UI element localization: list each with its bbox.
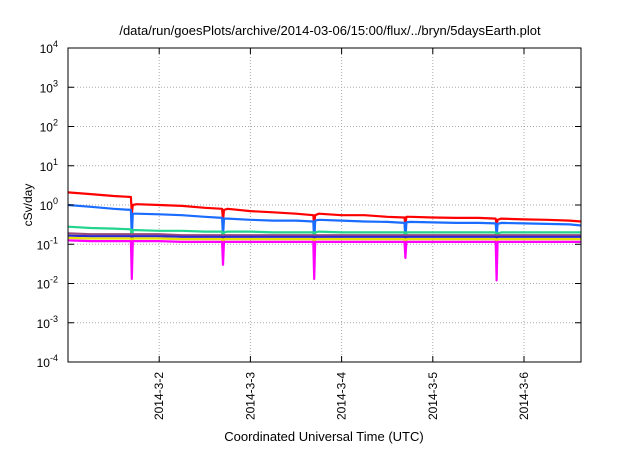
y-tick-label: 10-2	[37, 275, 58, 292]
series-group	[67, 191, 582, 282]
x-tick-label: 2014-3-6	[517, 372, 531, 420]
y-tick-label: 101	[40, 157, 58, 174]
y-tick-label: 100	[40, 196, 58, 213]
y-tick-label: 10-4	[37, 353, 58, 370]
y-tick-label: 103	[40, 78, 58, 95]
chart-title: /data/run/goesPlots/archive/2014-03-06/1…	[119, 23, 541, 38]
series-line-magenta	[67, 239, 581, 282]
y-tick-label: 10-3	[37, 314, 58, 331]
y-tick-label: 10-1	[37, 235, 58, 252]
x-axis: 2014-3-2 2014-3-3 2014-3-4 2014-3-5 2014-3-6	[152, 48, 531, 420]
y-tick-label: 102	[40, 118, 58, 135]
y-axis-label: cSv/day	[21, 184, 35, 227]
x-tick-label: 2014-3-5	[426, 372, 440, 420]
x-tick-label: 2014-3-3	[243, 372, 257, 420]
y-tick-label: 104	[40, 39, 58, 56]
x-axis-label: Coordinated Universal Time (UTC)	[224, 429, 423, 444]
y-axis: 10-4 10-3 10-2 10-1 100 101 102 103 104	[37, 39, 581, 370]
x-tick-label: 2014-3-2	[152, 372, 166, 420]
x-tick-label: 2014-3-4	[335, 372, 349, 420]
